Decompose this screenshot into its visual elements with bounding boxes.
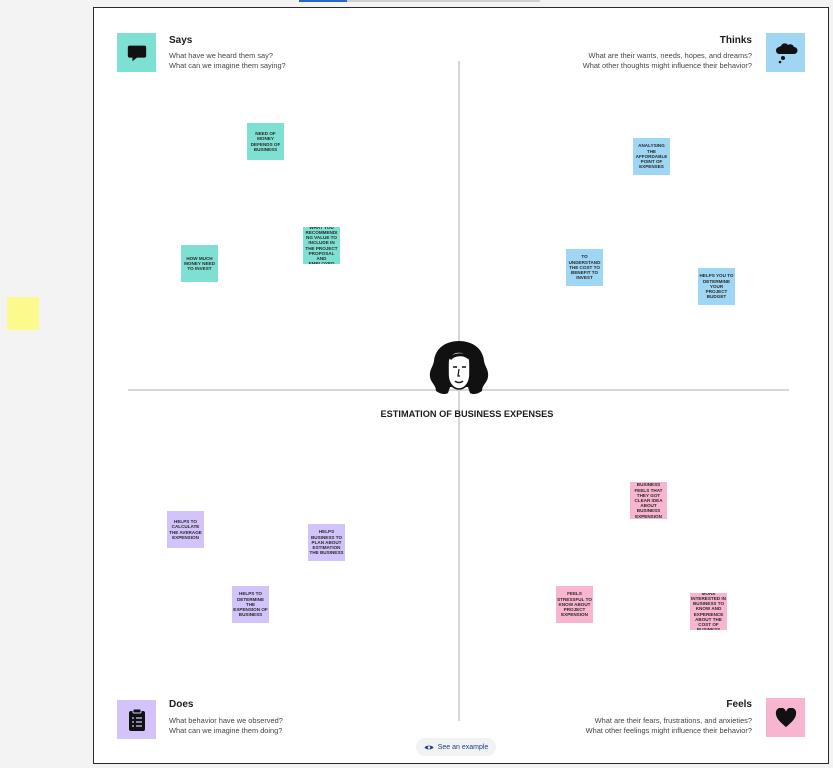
feels-title: Feels — [726, 699, 752, 710]
sticky-note-does[interactable]: HELPS TO DETERMINE THE EXPENSION OF BUSI… — [232, 586, 269, 623]
sticky-note-does[interactable]: HELPS TO CALCULATE THE AVERAGE EXPENSION — [167, 511, 204, 548]
see-example-label: See an example — [437, 743, 489, 751]
sticky-note-tool[interactable] — [7, 297, 39, 330]
sticky-note-says[interactable]: WHAT YOU RECOMMENDING VALUE TO INCLUDE I… — [303, 227, 340, 264]
active-tab-indicator — [299, 0, 347, 2]
sticky-note-feels[interactable]: IT CREATES MORE INTERESTED IN BUSINESS T… — [690, 593, 727, 630]
says-title: Says — [169, 35, 193, 46]
speech-bubble-icon — [117, 33, 156, 72]
sticky-note-does[interactable]: HELPS BUSINESS TO PLAN ABOUT ESTIMATION … — [308, 524, 345, 561]
eye-icon — [424, 745, 434, 749]
says-question-2: What can we imagine them saying? — [169, 61, 286, 70]
sticky-note-thinks[interactable]: HELPS YOU TO DETERMINE YOUR PROJECT BUDG… — [698, 268, 735, 305]
sticky-note-feels[interactable]: BUSINESS FEELS THAT THEY GOT CLEAR IDEA … — [630, 482, 667, 519]
empathy-map-board: Says What have we heard them say? What c… — [93, 7, 829, 764]
does-question-2: What can we imagine them doing? — [169, 726, 283, 735]
thought-cloud-icon — [766, 33, 805, 72]
top-tab-strip — [299, 0, 540, 2]
persona-title: ESTIMATION OF BUSINESS EXPENSES — [380, 409, 554, 419]
horizontal-divider — [128, 389, 789, 391]
says-questions: What have we heard them say? What can we… — [169, 51, 286, 71]
feels-question-1: What are their fears, frustrations, and … — [594, 716, 752, 725]
persona-avatar — [423, 339, 495, 399]
sticky-note-thinks[interactable]: TO UNDERSTAND THE COST TO BENEFIT TO INV… — [566, 249, 603, 286]
heart-icon — [766, 698, 805, 737]
sticky-note-thinks[interactable]: ANALYSING THE AFFORDABLE POINT OF EXPENS… — [633, 138, 670, 175]
see-example-button[interactable]: See an example — [416, 738, 496, 756]
thinks-question-1: What are their wants, needs, hopes, and … — [588, 51, 752, 60]
vertical-divider — [458, 61, 460, 721]
sticky-note-says[interactable]: NEED OF MONEY DEFENDS OF BUSINESS — [247, 123, 284, 160]
sticky-note-feels[interactable]: FEELS STRESSFUL TO KNOW ABOUT PROJECT EX… — [556, 586, 593, 623]
sticky-note-says[interactable]: HOW MUCH MONEY NEED TO INVEST — [181, 245, 218, 282]
thinks-question-2: What other thoughts might influence thei… — [582, 61, 752, 70]
says-question-1: What have we heard them say? — [169, 51, 273, 60]
does-questions: What behavior have we observed? What can… — [169, 716, 283, 736]
clipboard-icon — [117, 700, 156, 739]
does-title: Does — [169, 699, 194, 710]
feels-questions: What are their fears, frustrations, and … — [586, 716, 752, 736]
does-question-1: What behavior have we observed? — [169, 716, 283, 725]
feels-question-2: What other feelings might influence thei… — [585, 726, 752, 735]
thinks-title: Thinks — [719, 35, 752, 46]
thinks-questions: What are their wants, needs, hopes, and … — [583, 51, 752, 71]
